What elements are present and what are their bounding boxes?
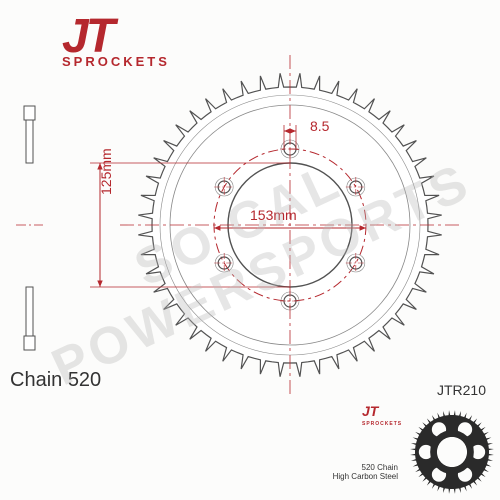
svg-text:JT: JT xyxy=(362,403,380,419)
diagram-canvas: JTSPROCKETS xyxy=(0,0,500,500)
logo-main: JT xyxy=(62,18,170,56)
chain-spec-label: Chain 520 xyxy=(10,369,101,392)
logo-sub: SPROCKETS xyxy=(62,54,170,69)
brand-logo: JT SPROCKETS xyxy=(62,18,170,69)
dim-hub-bore: 125mm xyxy=(98,148,114,195)
part-number: JTR210 xyxy=(437,382,486,398)
thumbnail-meta: 520 Chain High Carbon Steel xyxy=(333,463,398,482)
dim-bolt-circle: 153mm xyxy=(250,207,297,223)
svg-text:SPROCKETS: SPROCKETS xyxy=(362,421,402,427)
dim-bolt-hole: 8.5 xyxy=(310,118,329,134)
